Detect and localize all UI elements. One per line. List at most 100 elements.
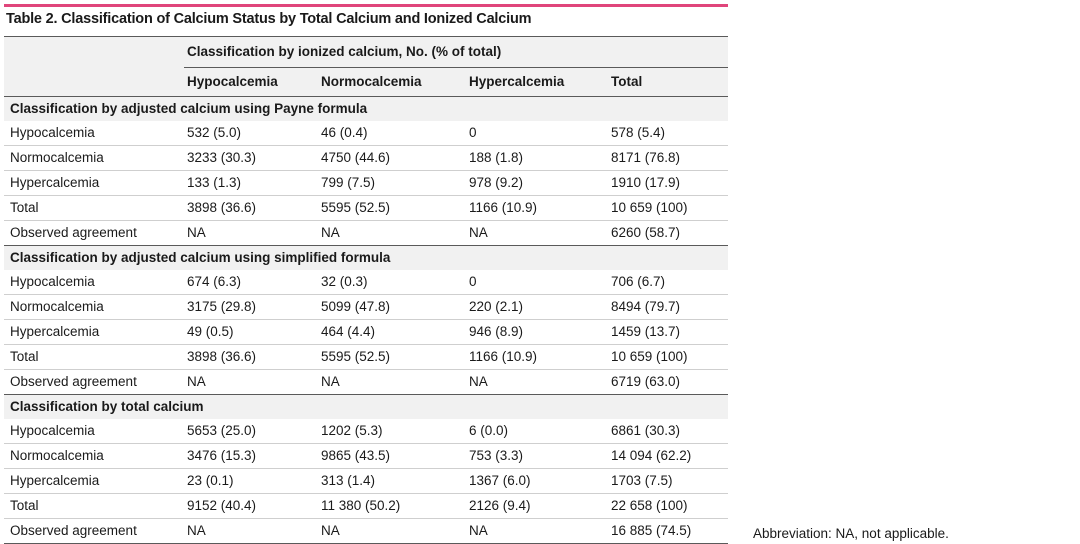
table-cell: 1910 (17.9) [609, 170, 729, 196]
row-label: Normocalcemia [4, 145, 184, 171]
header-row-columns: Hypocalcemia Normocalcemia Hypercalcemia… [4, 67, 729, 97]
column-header-hypocalcemia: Hypocalcemia [184, 67, 319, 97]
column-header-normocalcemia: Normocalcemia [319, 67, 467, 97]
table-body: Classification by adjusted calcium using… [4, 97, 729, 543]
table-cell: 2126 (9.4) [467, 493, 609, 519]
table-cell: 3233 (30.3) [184, 145, 319, 171]
table-cell: 578 (5.4) [609, 121, 729, 146]
table-cell: 23 (0.1) [184, 468, 319, 494]
table-row: Hypocalcemia 5653 (25.0) 1202 (5.3) 6 (0.0)… [4, 419, 729, 444]
table-cell: 6 (0.0) [467, 419, 609, 444]
table-cell: NA [467, 220, 609, 246]
row-label: Hypocalcemia [4, 121, 184, 146]
table-cell: 313 (1.4) [319, 468, 467, 494]
row-label: Hypercalcemia [4, 319, 184, 345]
row-label: Hypocalcemia [4, 419, 184, 444]
table-row: Hypercalcemia 49 (0.5) 464 (4.4) 946 (8.9) 1… [4, 319, 729, 345]
table-row: Observed agreement NA NA NA 6260 (58.7) [4, 220, 729, 246]
table-row: Total 9152 (40.4) 11 380 (50.2) 2126 (9.4) 2… [4, 493, 729, 519]
table-cell: 0 [467, 121, 609, 146]
column-header-hypercalcemia: Hypercalcemia [467, 67, 609, 97]
table-cell: 32 (0.3) [319, 270, 467, 295]
header-empty-cell [4, 37, 184, 68]
table-cell: NA [184, 518, 319, 543]
table-cell: 3476 (15.3) [184, 443, 319, 469]
section-title: Classification by adjusted calcium using… [4, 245, 729, 270]
section-header-row: Classification by total calcium [4, 394, 729, 419]
table-cell: 1202 (5.3) [319, 419, 467, 444]
table-cell: 1367 (6.0) [467, 468, 609, 494]
row-label: Total [4, 344, 184, 370]
table-row: Total 3898 (36.6) 5595 (52.5) 1166 (10.9) 10… [4, 195, 729, 221]
table-row: Hypercalcemia 133 (1.3) 799 (7.5) 978 (9.2)… [4, 170, 729, 196]
table-cell: 188 (1.8) [467, 145, 609, 171]
table-row: Hypocalcemia 674 (6.3) 32 (0.3) 0 706 (6.7) [4, 270, 729, 295]
table-cell: 5099 (47.8) [319, 294, 467, 320]
table-cell: 3898 (36.6) [184, 344, 319, 370]
table-cell: 946 (8.9) [467, 319, 609, 345]
table-cell: 5595 (52.5) [319, 344, 467, 370]
table-cell: 9865 (43.5) [319, 443, 467, 469]
table-row: Observed agreement NA NA NA 6719 (63.0) [4, 369, 729, 395]
header-empty-cell [4, 67, 184, 97]
row-label: Total [4, 493, 184, 519]
table-cell: 978 (9.2) [467, 170, 609, 196]
row-label: Hypercalcemia [4, 170, 184, 196]
table-row: Normocalcemia 3233 (30.3) 4750 (44.6) 188 (… [4, 145, 729, 171]
row-label: Observed agreement [4, 518, 184, 543]
table-row: Hypercalcemia 23 (0.1) 313 (1.4) 1367 (6.0)… [4, 468, 729, 494]
table-cell: 11 380 (50.2) [319, 493, 467, 519]
table-cell: 3898 (36.6) [184, 195, 319, 221]
table-title: Table 2. Classification of Calcium Statu… [6, 11, 532, 27]
header-span-label: Classification by ionized calcium, No. (… [184, 37, 729, 68]
section-header-row: Classification by adjusted calcium using… [4, 245, 729, 270]
table-cell: 9152 (40.4) [184, 493, 319, 519]
table-cell: 49 (0.5) [184, 319, 319, 345]
table-cell: 6260 (58.7) [609, 220, 729, 246]
section-title: Classification by total calcium [4, 394, 729, 419]
row-label: Hypocalcemia [4, 270, 184, 295]
table-cell: 5653 (25.0) [184, 419, 319, 444]
table-cell: NA [319, 369, 467, 395]
table-cell: NA [184, 369, 319, 395]
table-cell: 14 094 (62.2) [609, 443, 729, 469]
table-cell: 1166 (10.9) [467, 195, 609, 221]
table-row: Observed agreement NA NA NA 16 885 (74.5) [4, 518, 729, 543]
row-label: Normocalcemia [4, 294, 184, 320]
table-cell: 16 885 (74.5) [609, 518, 729, 543]
footnote: Abbreviation: NA, not applicable. [753, 526, 949, 541]
table-cell: 706 (6.7) [609, 270, 729, 295]
row-label: Normocalcemia [4, 443, 184, 469]
table-cell: NA [467, 369, 609, 395]
table-cell: 8494 (79.7) [609, 294, 729, 320]
table-cell: 5595 (52.5) [319, 195, 467, 221]
table-cell: NA [319, 518, 467, 543]
table-cell: 46 (0.4) [319, 121, 467, 146]
table-row: Total 3898 (36.6) 5595 (52.5) 1166 (10.9) 10… [4, 344, 729, 370]
table-cell: 1703 (7.5) [609, 468, 729, 494]
table-cell: 1166 (10.9) [467, 344, 609, 370]
table-row: Normocalcemia 3175 (29.8) 5099 (47.8) 220 (… [4, 294, 729, 320]
table-cell: 464 (4.4) [319, 319, 467, 345]
table-cell: NA [467, 518, 609, 543]
table-cell: 0 [467, 270, 609, 295]
table-cell: 133 (1.3) [184, 170, 319, 196]
table-cell: 4750 (44.6) [319, 145, 467, 171]
row-label: Hypercalcemia [4, 468, 184, 494]
table-cell: 6861 (30.3) [609, 419, 729, 444]
title-accent-rule [4, 4, 728, 7]
table-row: Hypocalcemia 532 (5.0) 46 (0.4) 0 578 (5.4) [4, 121, 729, 146]
row-label: Observed agreement [4, 220, 184, 246]
table-header: Classification by ionized calcium, No. (… [4, 37, 729, 97]
data-table: Classification by ionized calcium, No. (… [4, 37, 729, 543]
table-cell: 1459 (13.7) [609, 319, 729, 345]
table-cell: 753 (3.3) [467, 443, 609, 469]
table-cell: 799 (7.5) [319, 170, 467, 196]
row-label: Observed agreement [4, 369, 184, 395]
table-cell: 6719 (63.0) [609, 369, 729, 395]
table-cell: 10 659 (100) [609, 344, 729, 370]
column-header-total: Total [609, 67, 729, 97]
header-row-span: Classification by ionized calcium, No. (… [4, 37, 729, 68]
table-cell: 22 658 (100) [609, 493, 729, 519]
section-title: Classification by adjusted calcium using… [10, 101, 368, 116]
